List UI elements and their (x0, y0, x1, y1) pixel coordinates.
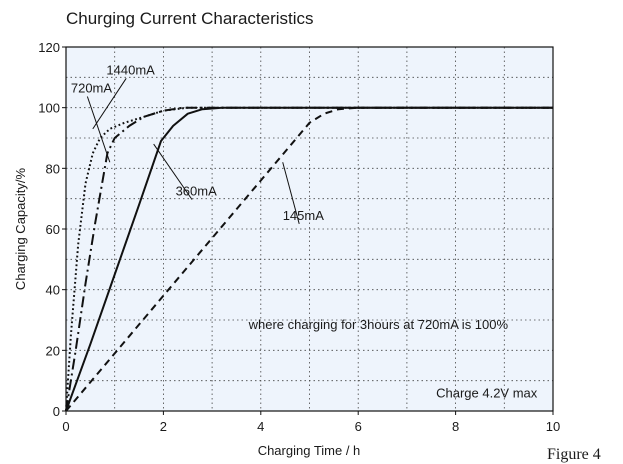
annotation-leaders (86, 78, 300, 225)
annotation-label: Charge 4.2V max (436, 385, 538, 400)
series-360ma-line (65, 106, 553, 412)
annotation-leader-line (282, 162, 300, 225)
figure-label: Figure 4 (547, 446, 601, 463)
annotation-leader-line (153, 143, 193, 200)
y-tick-label: 80 (46, 161, 60, 176)
y-tick-label: 40 (46, 283, 60, 298)
y-axis-label: Charging Capacity/% (13, 168, 28, 291)
annotation-label: where charging for 3hours at 720mA is 10… (248, 317, 509, 332)
x-tick-label: 2 (160, 419, 167, 434)
y-tick-label: 60 (46, 222, 60, 237)
annotation-label: 360mA (176, 184, 218, 199)
y-tick-label: 120 (38, 40, 60, 55)
y-tick-label: 100 (38, 101, 60, 116)
annotation-leader-line (92, 78, 127, 130)
annotations: 1440mA 720mA 360mA 145mA where charging for … (71, 62, 538, 400)
series-145ma-line (65, 106, 553, 412)
annotation-label: 720mA (71, 81, 113, 96)
x-tick-label: 8 (452, 419, 459, 434)
x-tick-label: 10 (546, 419, 560, 434)
x-axis-label: Charging Time / h (258, 443, 361, 458)
y-tick-label: 20 (46, 343, 60, 358)
y-tick-label: 0 (53, 404, 60, 419)
series-lines (65, 106, 553, 412)
x-tick-label: 6 (355, 419, 362, 434)
series-720ma-line (65, 106, 553, 412)
annotation-label: 1440mA (106, 62, 155, 77)
annotation-label: 145mA (283, 208, 325, 223)
x-tick-label: 0 (62, 419, 69, 434)
chart-title: Churging Current Characteristics (66, 9, 314, 28)
x-tick-label: 4 (257, 419, 264, 434)
annotation-leader-line (86, 96, 111, 163)
